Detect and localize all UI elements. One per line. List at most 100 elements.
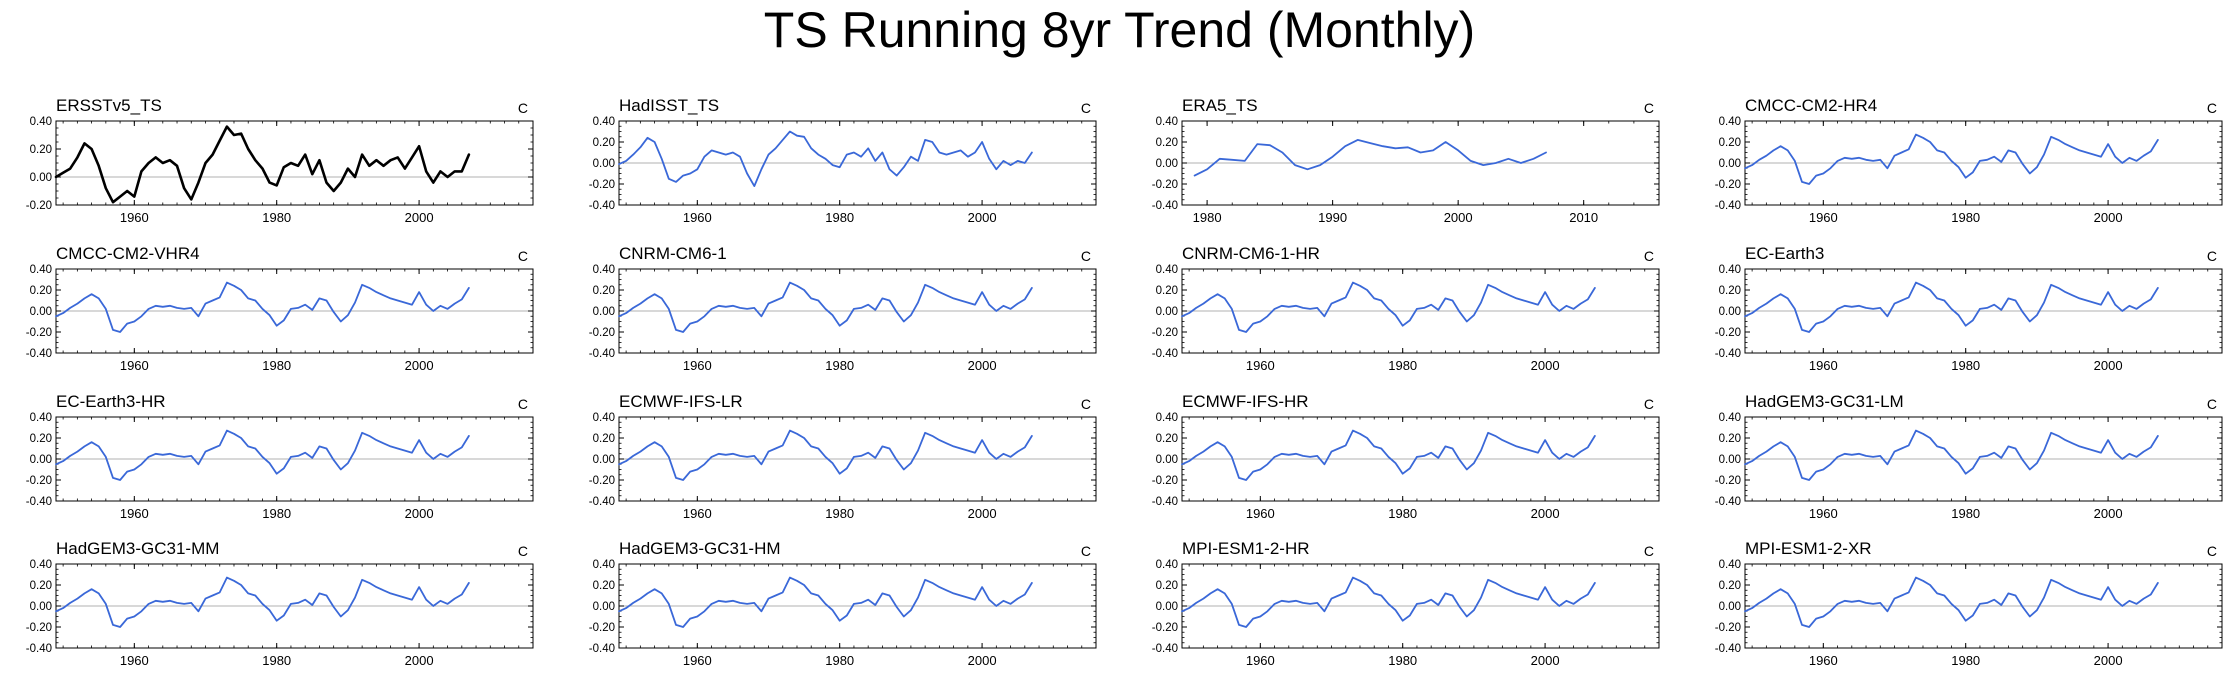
series-line: [1181, 576, 1596, 628]
panel-ecmwf-ifs-lr: ECMWF-IFS-LR C 0.40 0.20 0.00 -0.20 -0.40 1960 1…: [589, 392, 1097, 521]
panel-units: C: [518, 100, 528, 116]
x-tick-label: 1960: [683, 210, 712, 225]
y-tick-label: -0.20: [1152, 327, 1178, 339]
x-tick-label: 2000: [968, 506, 997, 521]
x-tick-label: 1980: [262, 506, 291, 521]
y-tick-label: 0.40: [30, 116, 52, 128]
panel-era5-ts: ERA5_TS C 0.40 0.20 0.00 -0.20 -0.40 1980 1990 20…: [1152, 96, 1660, 225]
panel-hadgem3-gc31-hm: HadGEM3-GC31-HM C 0.40 0.20 0.00 -0.20 -0.40 19…: [589, 539, 1097, 668]
y-tick-label: -0.40: [1715, 496, 1741, 508]
panel-cmcc-cm2-vhr4: CMCC-CM2-VHR4 C 0.40 0.20 0.00 -0.20 -0.40 1960…: [26, 244, 534, 373]
x-tick-label: 1980: [1388, 358, 1417, 373]
panel-ec-earth3-hr: EC-Earth3-HR C 0.40 0.20 0.00 -0.20 -0.40 1960 1…: [26, 392, 534, 521]
y-tick-label: 0.00: [593, 158, 615, 170]
y-tick-label: 0.40: [593, 264, 615, 276]
y-tick-label: 0.40: [30, 264, 52, 276]
y-tick-label: -0.20: [589, 327, 615, 339]
panel-title: ERSSTv5_TS: [56, 96, 162, 115]
y-tick-label: 0.00: [1156, 158, 1178, 170]
x-tick-label: 1980: [262, 653, 291, 668]
y-tick-label: -0.20: [26, 200, 52, 212]
y-tick-label: 0.40: [30, 412, 52, 424]
y-tick-label: -0.20: [1152, 622, 1178, 634]
y-tick-label: 0.20: [30, 580, 52, 592]
panel-units: C: [518, 543, 528, 559]
y-tick-label: 0.20: [30, 144, 52, 156]
y-tick-label: -0.20: [1715, 475, 1741, 487]
series-line: [618, 576, 1033, 628]
y-tick-label: 0.40: [593, 116, 615, 128]
x-tick-label: 1980: [262, 210, 291, 225]
y-tick-label: 0.00: [1156, 601, 1178, 613]
y-tick-label: 0.20: [1719, 285, 1741, 297]
y-tick-label: 0.00: [593, 454, 615, 466]
x-tick-label: 1980: [1951, 506, 1980, 521]
panel-units: C: [1644, 248, 1654, 264]
y-tick-label: -0.40: [1152, 200, 1178, 212]
panel-title: MPI-ESM1-2-HR: [1182, 539, 1310, 558]
y-tick-label: 0.20: [1719, 580, 1741, 592]
x-tick-label: 2000: [968, 210, 997, 225]
y-tick-label: -0.20: [589, 475, 615, 487]
y-tick-label: -0.40: [1152, 496, 1178, 508]
y-tick-label: -0.40: [589, 643, 615, 655]
x-tick-label: 2000: [405, 358, 434, 373]
y-tick-label: 0.40: [1719, 559, 1741, 571]
x-tick-label: 1960: [683, 506, 712, 521]
y-tick-label: -0.40: [589, 348, 615, 360]
y-tick-label: -0.40: [1715, 348, 1741, 360]
y-tick-label: -0.40: [1715, 643, 1741, 655]
y-tick-label: 0.00: [1719, 454, 1741, 466]
x-tick-label: 1960: [1246, 506, 1275, 521]
y-tick-label: 0.00: [1719, 306, 1741, 318]
panel-title: ECMWF-IFS-LR: [619, 392, 743, 411]
y-tick-label: 0.20: [30, 285, 52, 297]
y-tick-label: 0.20: [593, 433, 615, 445]
y-tick-label: 0.20: [1719, 433, 1741, 445]
y-tick-label: 0.40: [1719, 116, 1741, 128]
panel-units: C: [2207, 248, 2217, 264]
x-tick-label: 2000: [405, 653, 434, 668]
y-tick-label: -0.20: [1715, 327, 1741, 339]
series-line: [618, 281, 1033, 333]
x-tick-label: 2000: [2094, 506, 2123, 521]
panel-title: HadGEM3-GC31-MM: [56, 539, 219, 558]
y-tick-label: -0.40: [26, 348, 52, 360]
panel-title: EC-Earth3-HR: [56, 392, 166, 411]
panel-units: C: [2207, 100, 2217, 116]
y-tick-label: 0.40: [1156, 116, 1178, 128]
y-tick-label: 0.00: [593, 601, 615, 613]
y-tick-label: -0.40: [26, 496, 52, 508]
y-tick-label: 0.20: [1156, 580, 1178, 592]
series-line: [55, 429, 470, 481]
x-tick-label: 2000: [405, 506, 434, 521]
panel-hadgem3-gc31-lm: HadGEM3-GC31-LM C 0.40 0.20 0.00 -0.20 -0.40 19…: [1715, 392, 2223, 521]
panel-units: C: [1644, 100, 1654, 116]
y-tick-label: 0.20: [1156, 137, 1178, 149]
panel-units: C: [1081, 396, 1091, 412]
y-tick-label: -0.40: [589, 200, 615, 212]
panel-units: C: [2207, 396, 2217, 412]
x-tick-label: 2000: [1531, 653, 1560, 668]
panel-units: C: [1081, 100, 1091, 116]
x-tick-label: 1960: [120, 653, 149, 668]
panel-ersstv5-ts: ERSSTv5_TS C 0.40 0.20 0.00 -0.20 1960 1980 2000: [26, 96, 534, 225]
y-tick-label: 0.00: [1156, 306, 1178, 318]
y-tick-label: 0.00: [1719, 601, 1741, 613]
y-tick-label: -0.40: [1715, 200, 1741, 212]
x-tick-label: 1960: [683, 358, 712, 373]
x-tick-label: 1990: [1318, 210, 1347, 225]
x-tick-label: 1980: [1193, 210, 1222, 225]
x-tick-label: 1960: [1809, 506, 1838, 521]
figure-title: TS Running 8yr Trend (Monthly): [763, 2, 1476, 58]
x-tick-label: 1980: [825, 506, 854, 521]
x-tick-label: 1980: [825, 653, 854, 668]
series-line: [1181, 281, 1596, 333]
x-tick-label: 1980: [262, 358, 291, 373]
x-tick-label: 2000: [2094, 210, 2123, 225]
x-tick-label: 2000: [968, 653, 997, 668]
panel-hadisst-ts: HadISST_TS C 0.40 0.20 0.00 -0.20 -0.40 1960 198…: [589, 96, 1097, 225]
panel-mpi-esm1-2-hr: MPI-ESM1-2-HR C 0.40 0.20 0.00 -0.20 -0.40 1960…: [1152, 539, 1660, 668]
series-line: [1744, 133, 2159, 185]
